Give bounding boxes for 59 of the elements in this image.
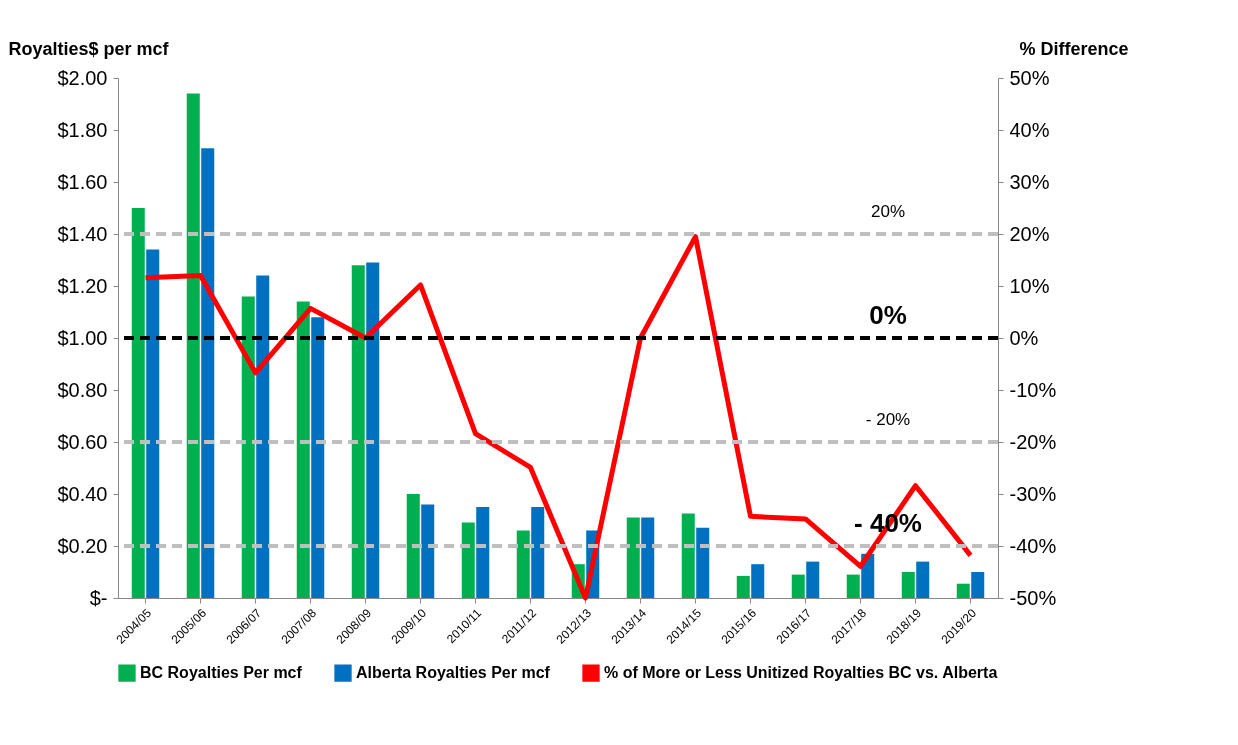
y-tick-label: $0.20 — [57, 534, 108, 557]
ref-line-label: - 20% — [865, 410, 911, 429]
bar — [201, 148, 215, 598]
ref-line-label: 20% — [870, 202, 906, 221]
bar — [186, 93, 200, 598]
bar — [641, 517, 655, 598]
y2-tick-label: 20% — [1009, 222, 1050, 245]
y-tick-label: $1.20 — [57, 274, 108, 297]
y2-tick-label: 0% — [1009, 326, 1039, 349]
bar — [461, 522, 475, 598]
bar — [421, 504, 435, 598]
y2-tick-label: 40% — [1009, 118, 1050, 141]
y-tick-label: $- — [89, 586, 108, 609]
bar — [531, 507, 545, 598]
legend-label: BC Royalties Per mcf — [140, 664, 303, 682]
bar — [311, 317, 325, 598]
bar — [916, 561, 930, 598]
legend-label: % of More or Less Unitized Royalties BC vs. Alberta — [604, 664, 998, 682]
y2-axis-title: % Difference — [1019, 38, 1129, 59]
bar — [131, 208, 145, 598]
y-tick-label: $2.00 — [57, 66, 108, 89]
y2-tick-label: -10% — [1009, 378, 1057, 401]
y2-tick-label: 50% — [1009, 66, 1050, 89]
bar — [146, 249, 160, 598]
bar — [406, 494, 420, 598]
y2-tick-label: 10% — [1009, 274, 1050, 297]
y-tick-label: $0.80 — [57, 378, 108, 401]
y2-tick-label: -20% — [1009, 430, 1057, 453]
bar — [366, 262, 380, 598]
bar — [696, 527, 710, 598]
bar — [971, 572, 985, 598]
bar — [791, 574, 805, 598]
y2-tick-label: -50% — [1009, 586, 1057, 609]
bar — [956, 583, 970, 598]
bar — [351, 265, 365, 598]
y-tick-label: $0.60 — [57, 430, 108, 453]
y-tick-label: $1.60 — [57, 170, 108, 193]
bar — [476, 507, 490, 598]
y2-tick-label: 30% — [1009, 170, 1050, 193]
bar — [901, 572, 915, 598]
bar — [806, 561, 820, 598]
bar — [751, 564, 765, 598]
y-tick-label: $0.40 — [57, 482, 108, 505]
bar — [736, 575, 750, 598]
y-axis-title: Royalties$ per mcf — [8, 38, 170, 59]
y-tick-label: $1.40 — [57, 222, 108, 245]
bar — [846, 574, 860, 598]
y2-tick-label: -40% — [1009, 534, 1057, 557]
y-tick-label: $1.00 — [57, 326, 108, 349]
ref-line-label: 0% — [869, 300, 907, 330]
y2-tick-label: -30% — [1009, 482, 1057, 505]
bar — [626, 517, 640, 598]
bar — [296, 301, 310, 598]
legend-label: Alberta Royalties Per mcf — [356, 664, 551, 682]
bar — [256, 275, 270, 598]
bar — [241, 296, 255, 598]
bar — [681, 513, 695, 598]
y-tick-label: $1.80 — [57, 118, 108, 141]
bar — [516, 530, 530, 598]
